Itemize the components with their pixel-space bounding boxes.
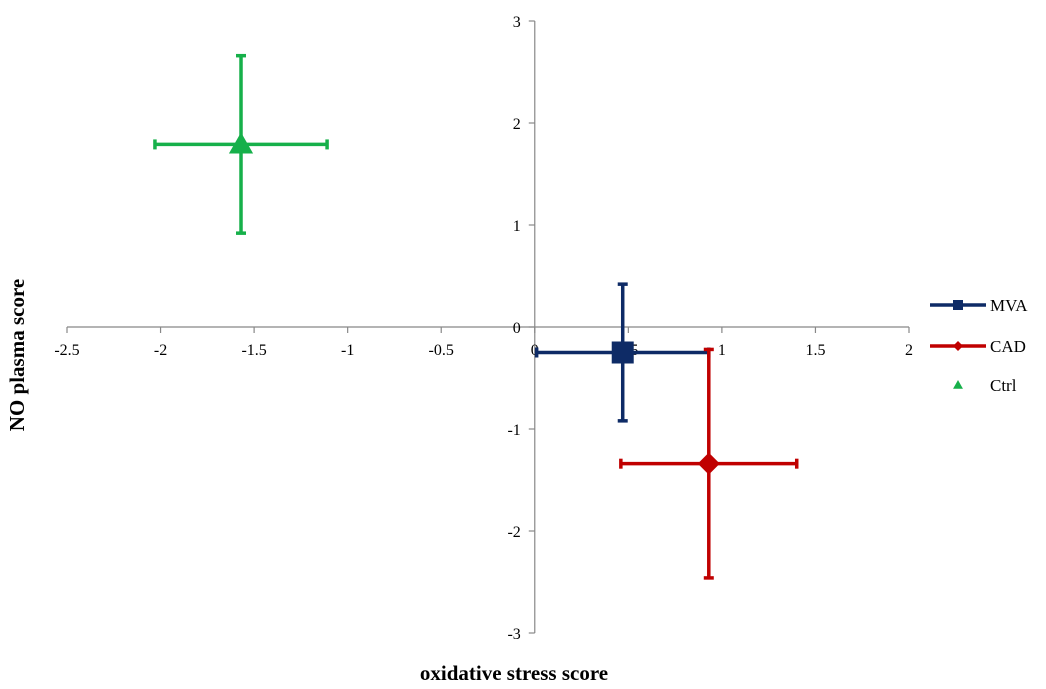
series-mva <box>534 282 711 423</box>
x-tick-label: -2.5 <box>54 342 79 359</box>
y-tick-label: 2 <box>513 116 521 133</box>
x-tick-label: 1.5 <box>805 342 825 359</box>
series-ctrl <box>153 53 329 235</box>
series-cad <box>619 347 799 580</box>
legend-label-mva: MVA <box>990 296 1028 315</box>
y-ticks: -3 -2 -1 0 1 2 3 <box>507 14 535 643</box>
legend-item-mva: MVA <box>930 296 1028 315</box>
y-tick-label: -2 <box>507 524 520 541</box>
ctrl-point <box>228 132 254 154</box>
x-tick-label: 1 <box>718 342 726 359</box>
x-tick-label: -2 <box>154 342 167 359</box>
y-tick-label: 0 <box>513 320 521 337</box>
y-tick-label: 3 <box>513 14 521 31</box>
x-ticks: -2.5-2-1.5-1-0.500.511.52 <box>54 327 913 359</box>
y-axis-title: NO plasma score <box>5 279 29 431</box>
axes <box>67 21 909 633</box>
y-tick-label: 1 <box>513 218 521 235</box>
y-tick-label: -3 <box>507 626 520 643</box>
series-layer <box>153 53 799 580</box>
legend-marker-ctrl <box>953 380 963 389</box>
legend-label-cad: CAD <box>990 337 1026 356</box>
legend-item-cad: CAD <box>930 337 1026 356</box>
legend-marker-cad <box>953 341 963 351</box>
x-tick-label: -0.5 <box>429 342 454 359</box>
cad-point <box>697 452 720 475</box>
legend-item-ctrl: Ctrl <box>953 376 1017 395</box>
x-tick-label: -1 <box>341 342 354 359</box>
x-tick-label: 0 <box>531 342 539 359</box>
x-axis-title: oxidative stress score <box>420 661 608 685</box>
x-tick-label: -1.5 <box>241 342 266 359</box>
x-tick-label: 2 <box>905 342 913 359</box>
mva-point <box>611 341 634 364</box>
legend: MVA CAD Ctrl <box>930 296 1028 395</box>
legend-marker-mva <box>953 300 963 310</box>
legend-label-ctrl: Ctrl <box>990 376 1017 395</box>
y-tick-label: -1 <box>507 422 520 439</box>
